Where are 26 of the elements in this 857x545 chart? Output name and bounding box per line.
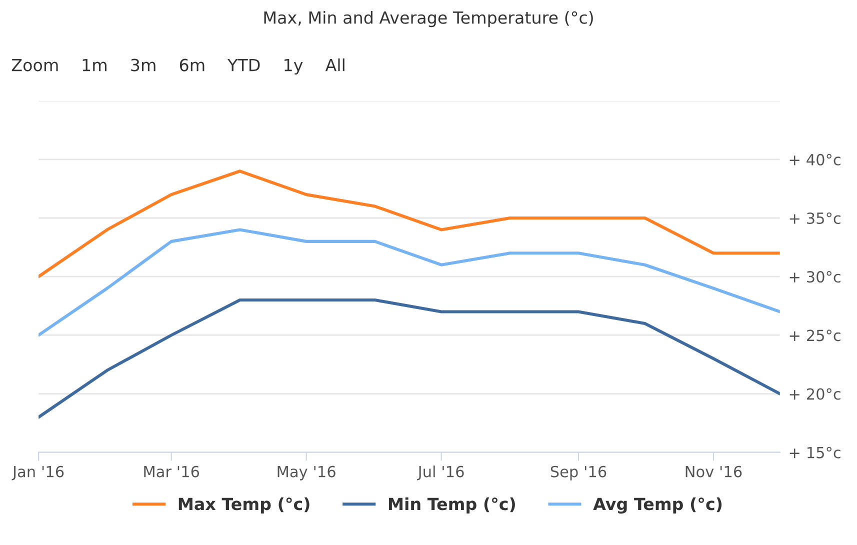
x-tick-label: May '16: [278, 466, 336, 480]
text: 1y: [284, 58, 303, 75]
x-tick-label: Mar '16: [144, 466, 200, 478]
line-series: [38, 170, 780, 278]
legend-label: Min Temp (°c): [388, 497, 515, 514]
y-tick-label: + 15°c: [790, 446, 840, 458]
legend-label: Avg Temp (°c): [593, 497, 722, 514]
x-tick-label: Sep '16: [550, 466, 606, 480]
text: All: [325, 58, 344, 72]
text: 1m: [82, 58, 106, 72]
text: YTD: [227, 58, 260, 72]
text: Zoom: [12, 58, 58, 72]
y-tick-label: + 30°c: [790, 271, 840, 283]
x-tick-label: Nov '16: [686, 466, 742, 478]
x-tick-label: Jul '16: [417, 466, 464, 480]
chart-title: Max, Min and Average Temperature (°c): [264, 11, 593, 28]
text: 6m: [180, 58, 204, 72]
y-tick-label: + 35°c: [790, 212, 840, 224]
y-tick-label: + 25°c: [790, 330, 840, 342]
line-series: [38, 298, 780, 419]
y-tick-label: + 20°c: [790, 388, 840, 400]
y-tick-label: + 40°c: [790, 154, 840, 166]
line-series: [38, 228, 780, 337]
legend-label: Max Temp (°c): [178, 497, 310, 514]
text: 3m: [131, 58, 156, 72]
x-tick-label: Jan '16: [12, 466, 64, 480]
